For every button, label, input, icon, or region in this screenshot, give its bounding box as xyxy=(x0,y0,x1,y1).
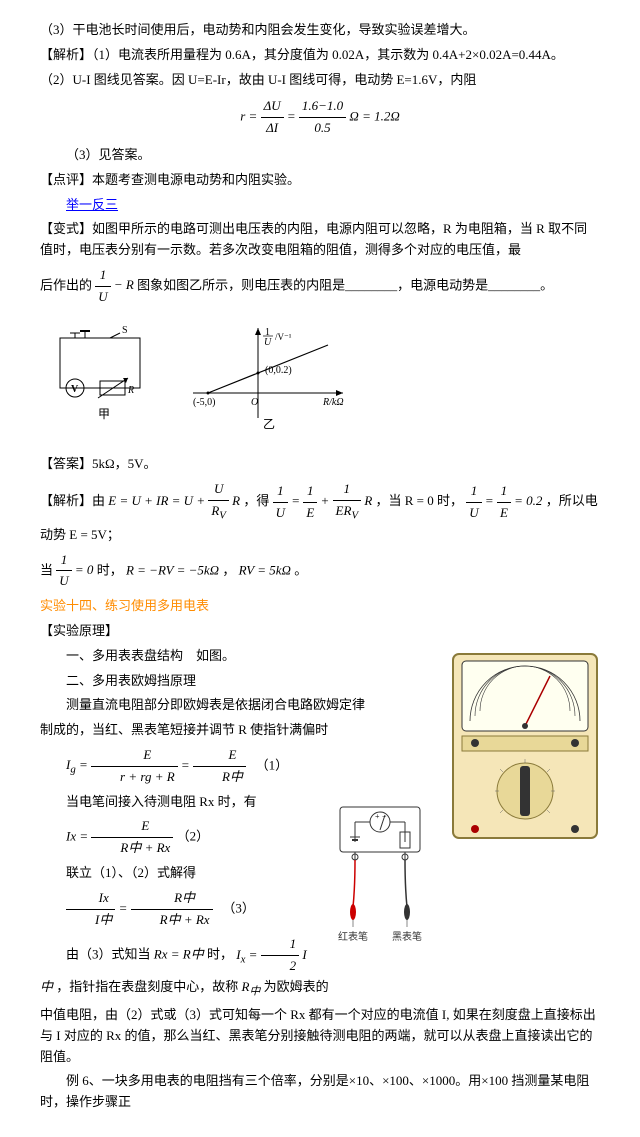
svg-text:R: R xyxy=(127,385,134,396)
svg-text:(-5,0): (-5,0) xyxy=(193,397,216,408)
link-juyifansan[interactable]: 举一反三 xyxy=(66,197,118,212)
paragraph-3: （3）干电池长时间使用后，电动势和内阻会发生变化，导致实验误差增大。 xyxy=(40,20,600,41)
exp-principle: 【实验原理】 xyxy=(40,621,600,642)
graph-yi: (0,0.2) (-5,0) O R/kΩ 1 U /V⁻¹ 乙 xyxy=(183,323,353,440)
switch-label: S xyxy=(122,325,128,336)
comment: 【点评】本题考查测电源电动势和内阻实验。 xyxy=(40,170,600,191)
svg-text:乙: 乙 xyxy=(263,417,275,431)
variant-problem: 【变式】如图甲所示的电路可测出电压表的内阻，电源内阻可以忽略，R 为电阻箱，当 … xyxy=(40,219,600,261)
example-6: 例 6、一块多用电表的电阻挡有三个倍率，分别是×10、×100、×1000。用×… xyxy=(40,1071,600,1113)
figure-row: S V R 甲 (0,0.2) (-5,0) O R/kΩ 1 U /V⁻ xyxy=(40,318,600,445)
exp-title: 实验十四、练习使用多用电表 xyxy=(40,596,600,617)
multimeter-figure xyxy=(450,651,600,848)
svg-text:U: U xyxy=(264,337,272,348)
variant-problem-2: 后作出的 1U − R 图象如图乙所示，则电压表的内阻是________，电源电… xyxy=(40,265,600,308)
svg-text:O: O xyxy=(251,397,258,408)
svg-text:(0,0.2): (0,0.2) xyxy=(265,365,292,376)
probe-figure: + − 红表笔 黑表笔 xyxy=(320,797,440,954)
svg-text:甲: 甲 xyxy=(98,407,110,421)
svg-text:/V⁻¹: /V⁻¹ xyxy=(275,332,292,342)
svg-text:V: V xyxy=(71,384,79,395)
exp-8: 中值电阻，由（2）式或（3）式可知每一个 Rx 都有一个对应的电流值 I, 如果… xyxy=(40,1005,600,1067)
ju-yi-fan-san: 举一反三 xyxy=(40,195,600,216)
circuit-jia: S V R 甲 xyxy=(50,323,160,430)
formula-r: r = ΔUΔI = 1.6−1.00.5 Ω = 1.2Ω xyxy=(40,96,600,139)
analysis-main: 【解析】由 E = U + IR = U + URV R ，得 1U = 1E … xyxy=(40,479,600,546)
svg-text:R/kΩ: R/kΩ xyxy=(322,397,344,408)
paragraph-3b: （3）见答案。 xyxy=(40,145,600,166)
analysis-main-2: 当 1U = 0 时， R = −RV = −5kΩ ， RV = 5kΩ 。 xyxy=(40,550,600,593)
svg-text:−: − xyxy=(382,812,387,821)
svg-text:+: + xyxy=(375,812,380,821)
analysis-1: 【解析】（1）电流表所用量程为 0.6A，其分度值为 0.02A，其示数为 0.… xyxy=(40,45,600,66)
svg-text:红表笔: 红表笔 xyxy=(338,930,368,943)
svg-text:黑表笔: 黑表笔 xyxy=(392,930,422,943)
analysis-2: （2）U-I 图线见答案。因 U=E-Ir，故由 U-I 图线可得，电动势 E=… xyxy=(40,70,600,91)
answer: 【答案】5kΩ，5V。 xyxy=(40,454,600,475)
